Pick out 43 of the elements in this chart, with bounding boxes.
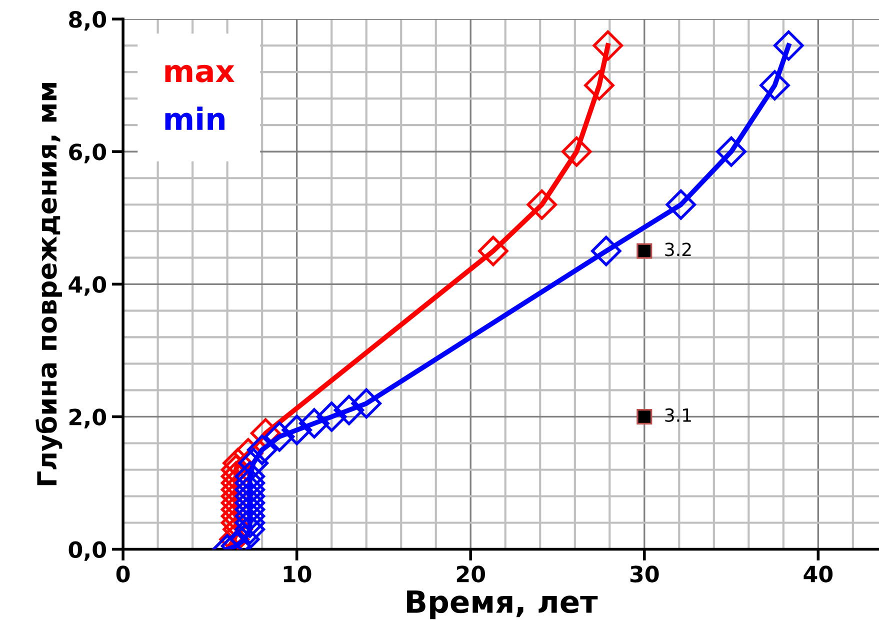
point xyxy=(234,474,266,505)
x-tick-label: 0 xyxy=(116,566,130,582)
point xyxy=(234,468,266,498)
x-tick-label: 30 xyxy=(630,566,659,582)
point xyxy=(234,461,266,492)
point xyxy=(334,394,364,426)
text: max xyxy=(165,64,234,82)
point xyxy=(234,508,266,538)
point xyxy=(234,481,266,512)
y-tick-label: 2,0 xyxy=(69,408,106,428)
point xyxy=(478,236,508,266)
point xyxy=(636,408,652,424)
annotation: 3.1 xyxy=(665,408,691,422)
point xyxy=(584,70,614,100)
point xyxy=(351,388,382,419)
y-tick-label: 8,0 xyxy=(69,11,106,31)
point xyxy=(760,70,790,100)
y-tick-label: 4,0 xyxy=(68,276,106,296)
y-tick-label: 0,0 xyxy=(68,541,106,561)
point xyxy=(526,189,558,220)
point xyxy=(592,30,624,61)
point xyxy=(716,136,746,167)
annotation: 3.2 xyxy=(665,242,691,256)
point xyxy=(246,434,278,465)
point xyxy=(234,500,266,532)
point xyxy=(316,402,347,432)
point xyxy=(234,514,266,545)
point xyxy=(299,408,330,438)
point xyxy=(561,136,592,167)
point xyxy=(282,414,312,446)
x-tick-label: 40 xyxy=(804,566,833,582)
point xyxy=(666,189,696,220)
point xyxy=(591,236,622,266)
x-tick-label: 10 xyxy=(284,566,312,582)
point xyxy=(238,448,269,478)
point xyxy=(264,421,295,452)
x-axis-title: Время, лет xyxy=(407,590,598,620)
text: min xyxy=(165,106,224,130)
point xyxy=(773,30,804,61)
y-tick-label: 6,0 xyxy=(69,144,106,164)
point xyxy=(636,243,652,259)
y-axis-title: Глубина повреждения, мм xyxy=(36,82,62,486)
x-tick-label: 20 xyxy=(456,566,486,582)
